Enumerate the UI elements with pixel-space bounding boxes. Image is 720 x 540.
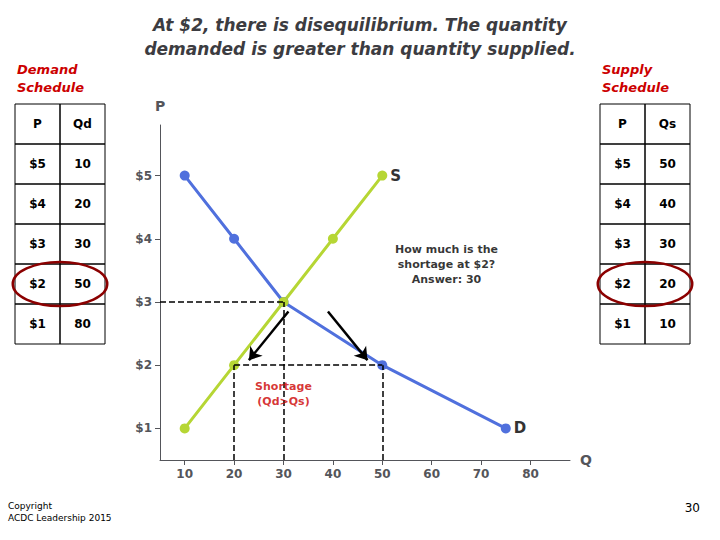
svg-text:Answer: 30: Answer: 30 <box>412 273 482 286</box>
svg-text:At $2, there is disequilibrium: At $2, there is disequilibrium. The quan… <box>151 15 568 35</box>
svg-text:$4: $4 <box>614 197 631 211</box>
svg-text:P: P <box>155 98 165 114</box>
svg-text:Shortage: Shortage <box>255 380 312 393</box>
svg-text:80: 80 <box>522 467 539 481</box>
svg-text:$5: $5 <box>135 169 152 183</box>
svg-text:30: 30 <box>685 501 700 515</box>
svg-text:$2: $2 <box>29 277 46 291</box>
svg-text:50: 50 <box>74 277 91 291</box>
svg-text:P: P <box>618 117 627 131</box>
svg-text:30: 30 <box>275 467 292 481</box>
svg-text:Q: Q <box>580 452 592 468</box>
svg-text:(Qd>Qs): (Qd>Qs) <box>257 395 309 408</box>
svg-text:20: 20 <box>74 197 91 211</box>
svg-text:demanded is greater than quant: demanded is greater than quantity suppli… <box>144 39 575 59</box>
svg-text:$1: $1 <box>135 421 152 435</box>
svg-text:ACDC Leadership 2015: ACDC Leadership 2015 <box>8 513 112 523</box>
svg-text:$3: $3 <box>614 237 631 251</box>
svg-text:60: 60 <box>423 467 440 481</box>
svg-text:$4: $4 <box>135 232 152 246</box>
svg-text:30: 30 <box>659 237 676 251</box>
svg-text:Demand: Demand <box>17 62 78 77</box>
svg-text:20: 20 <box>659 277 676 291</box>
svg-text:40: 40 <box>325 467 342 481</box>
svg-text:70: 70 <box>473 467 490 481</box>
svg-text:$2: $2 <box>614 277 631 291</box>
svg-text:$5: $5 <box>614 157 631 171</box>
svg-text:$3: $3 <box>135 295 152 309</box>
svg-text:50: 50 <box>374 467 391 481</box>
svg-text:D: D <box>514 419 526 437</box>
svg-text:50: 50 <box>659 157 676 171</box>
svg-text:Supply: Supply <box>602 62 653 77</box>
svg-text:S: S <box>390 167 401 185</box>
svg-text:Schedule: Schedule <box>17 80 84 95</box>
svg-text:10: 10 <box>74 157 91 171</box>
svg-text:$1: $1 <box>614 317 631 331</box>
svg-text:$4: $4 <box>29 197 46 211</box>
svg-text:$5: $5 <box>29 157 46 171</box>
svg-text:P: P <box>33 117 42 131</box>
svg-text:10: 10 <box>659 317 676 331</box>
svg-text:How much is the: How much is the <box>395 243 498 256</box>
svg-text:80: 80 <box>74 317 91 331</box>
svg-text:Schedule: Schedule <box>602 80 669 95</box>
svg-text:$3: $3 <box>29 237 46 251</box>
svg-text:40: 40 <box>659 197 676 211</box>
svg-text:Copyright: Copyright <box>8 501 52 511</box>
svg-text:$2: $2 <box>135 358 152 372</box>
svg-text:20: 20 <box>226 467 243 481</box>
svg-text:Qs: Qs <box>659 117 676 131</box>
svg-text:10: 10 <box>176 467 193 481</box>
svg-text:30: 30 <box>74 237 91 251</box>
svg-text:$1: $1 <box>29 317 46 331</box>
svg-text:shortage at $2?: shortage at $2? <box>398 258 495 271</box>
svg-text:Qd: Qd <box>73 117 92 131</box>
